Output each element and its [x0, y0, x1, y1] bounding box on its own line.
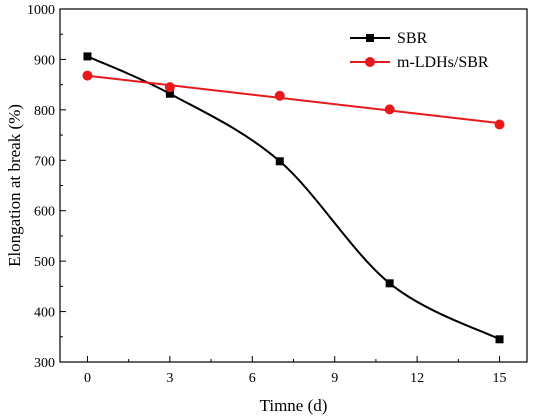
legend-label-m-ldhs-sbr: m-LDHs/SBR: [397, 54, 489, 71]
series-line-0: [87, 55, 500, 341]
data-point-square: [385, 279, 394, 288]
data-point-circle: [274, 90, 285, 101]
data-point-circle: [82, 70, 93, 81]
y-tick-label: 500: [34, 255, 55, 270]
y-tick-label: 900: [34, 53, 55, 68]
legend: SBR m-LDHs/SBR: [350, 30, 489, 71]
legend-square-marker: [366, 34, 374, 42]
data-point-square: [83, 52, 92, 61]
data-point-circle: [384, 104, 395, 115]
series-markers: [82, 52, 505, 344]
y-axis-title: Elongation at break (%): [5, 104, 24, 267]
x-axis-title: Timne (d): [260, 396, 328, 415]
y-tick-label: 800: [34, 104, 55, 119]
legend-label-sbr: SBR: [397, 30, 428, 47]
x-tick-label: 15: [493, 371, 507, 386]
x-tick-label: 0: [84, 371, 91, 386]
legend-circle-marker: [365, 57, 375, 67]
series-curves: [87, 55, 500, 341]
data-point-square: [165, 89, 174, 98]
y-axis-ticks: 300 400 500 600 700 800 900 1000: [27, 3, 66, 371]
series-line-1: [87, 74, 500, 125]
y-tick-label: 1000: [27, 3, 55, 18]
legend-item-sbr: SBR: [350, 30, 428, 47]
x-tick-label: 6: [249, 371, 256, 386]
y-tick-label: 700: [34, 154, 55, 169]
x-tick-label: 3: [166, 371, 173, 386]
legend-item-m-ldhs-sbr: m-LDHs/SBR: [350, 54, 489, 71]
data-point-square: [495, 335, 504, 344]
data-point-circle: [494, 119, 505, 130]
x-tick-label: 12: [410, 371, 424, 386]
data-point-circle: [164, 82, 175, 93]
y-tick-label: 600: [34, 205, 55, 220]
x-axis-ticks: 0 3 6 9 12 15: [84, 356, 507, 386]
y-tick-label: 300: [34, 356, 55, 371]
data-point-square: [275, 157, 284, 166]
y-tick-label: 400: [34, 306, 55, 321]
x-tick-label: 9: [331, 371, 338, 386]
